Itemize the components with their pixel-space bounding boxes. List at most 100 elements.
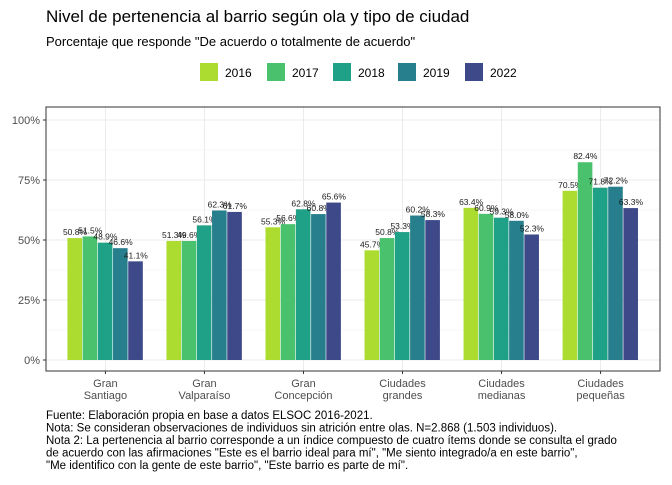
x-tick-label: medianas	[478, 390, 526, 402]
caption-line: Nota: Se consideran observaciones de ind…	[46, 423, 557, 435]
bar	[212, 210, 227, 360]
bar	[379, 238, 395, 360]
y-tick-label: 25%	[18, 295, 40, 307]
x-tick-label: Valparaíso	[179, 390, 231, 402]
bar-value-label: 52.3%	[520, 223, 545, 233]
x-tick-label: Gran	[93, 378, 117, 390]
bar	[524, 234, 539, 360]
y-tick-label: 100%	[12, 115, 40, 127]
y-tick-label: 0%	[24, 355, 40, 367]
x-tick-label: Concepción	[274, 390, 332, 402]
caption-line: de acuerdo con las afirmaciones "Este es…	[46, 448, 578, 460]
bar	[509, 220, 524, 360]
bar-value-label: 60.8%	[307, 203, 332, 213]
bar	[478, 213, 494, 360]
bar-value-label: 46.6%	[109, 237, 134, 247]
bar-value-label: 62.8%	[291, 198, 316, 208]
bar	[562, 190, 578, 360]
legend-label-2016: 2016	[225, 66, 252, 80]
bar	[97, 242, 113, 360]
bar	[311, 214, 326, 360]
bar	[425, 220, 440, 360]
legend-swatch-2018	[333, 63, 351, 81]
bar	[196, 225, 212, 360]
bar-value-label: 51.3%	[162, 230, 187, 240]
legend-label-2022: 2022	[490, 66, 517, 80]
bar	[493, 217, 509, 360]
bar	[577, 162, 593, 360]
bar-value-label: 51.5%	[78, 225, 103, 235]
bar-value-label: 63.4%	[459, 197, 484, 207]
bar	[394, 232, 410, 360]
bar	[113, 248, 128, 360]
legend: 2016 2017 2018 2019 2022	[200, 63, 517, 81]
bar	[364, 250, 380, 360]
x-tick-label: grandes	[383, 390, 423, 402]
caption-line: Fuente: Elaboración propia en base a dat…	[46, 410, 373, 422]
bar	[67, 238, 83, 360]
x-tick-label: pequeñas	[576, 390, 625, 402]
bar	[410, 215, 425, 360]
x-tick-label: Ciudades	[577, 378, 624, 390]
bar	[227, 211, 242, 360]
caption: Fuente: Elaboración propia en base a dat…	[46, 410, 617, 472]
bar-value-label: 61.7%	[223, 201, 248, 211]
y-tick-label: 75%	[18, 175, 40, 187]
chart-subtitle: Porcentaje que responde "De acuerdo o to…	[46, 34, 416, 49]
panel-background	[46, 107, 660, 371]
bar-value-label: 50.8%	[63, 227, 88, 237]
bar	[592, 187, 608, 360]
x-tick-label: Ciudades	[478, 378, 525, 390]
x-tick-label: Ciudades	[379, 378, 426, 390]
panel-border	[45, 106, 661, 372]
bar-value-label: 56.6%	[276, 213, 301, 223]
legend-swatch-2019	[398, 63, 416, 81]
bar	[265, 227, 281, 360]
legend-label-2018: 2018	[358, 66, 385, 80]
bar	[295, 209, 311, 360]
bar-value-label: 59.3%	[489, 207, 514, 217]
bar-value-label: 56.1%	[192, 214, 217, 224]
bar-value-label: 60.9%	[474, 203, 499, 213]
bar	[128, 261, 143, 360]
bar-value-label: 55.3%	[261, 216, 286, 226]
y-tick-label: 50%	[18, 235, 40, 247]
bar-value-label: 70.5%	[558, 180, 583, 190]
bar	[623, 208, 638, 360]
bar	[82, 236, 98, 360]
bar-value-label: 65.6%	[322, 192, 347, 202]
bar-value-label: 82.4%	[573, 151, 598, 161]
bar	[280, 224, 296, 360]
legend-swatch-2016	[200, 63, 218, 81]
bar-value-label: 72.2%	[604, 176, 629, 186]
bar	[181, 240, 197, 360]
chart-title: Nivel de pertenencia al barrio según ola…	[46, 7, 469, 26]
bar-value-label: 41.1%	[124, 250, 149, 260]
bar-value-label: 53.3%	[390, 221, 415, 231]
bar-value-label: 45.7%	[360, 239, 385, 249]
legend-swatch-2017	[267, 63, 285, 81]
x-tick-label: Gran	[192, 378, 216, 390]
bar-value-label: 60.2%	[406, 205, 431, 215]
bar	[463, 207, 479, 360]
bar-value-label: 49.6%	[177, 230, 202, 240]
bar-value-label: 71.8%	[589, 177, 614, 187]
legend-label-2017: 2017	[292, 66, 319, 80]
bar-value-label: 50.8%	[375, 227, 400, 237]
bar	[166, 240, 182, 360]
bar-value-label: 58.0%	[505, 210, 530, 220]
x-tick-label: Santiago	[84, 390, 127, 402]
bar-value-label: 63.3%	[619, 197, 644, 207]
bar	[608, 186, 623, 360]
bar-value-label: 48.9%	[93, 232, 118, 242]
bar-value-label: 62.3%	[208, 199, 233, 209]
bar	[326, 202, 341, 360]
caption-line: "Me identifico con la gente de este barr…	[46, 460, 408, 472]
plot-area: 0%25%50%75%100%50.8%51.5%48.9%46.6%41.1%…	[12, 106, 661, 402]
caption-line: Nota 2: La pertenencia al barrio corresp…	[46, 435, 617, 447]
x-tick-label: Gran	[291, 378, 315, 390]
bar-value-label: 58.3%	[421, 209, 446, 219]
legend-label-2019: 2019	[423, 66, 450, 80]
legend-swatch-2022	[465, 63, 483, 81]
